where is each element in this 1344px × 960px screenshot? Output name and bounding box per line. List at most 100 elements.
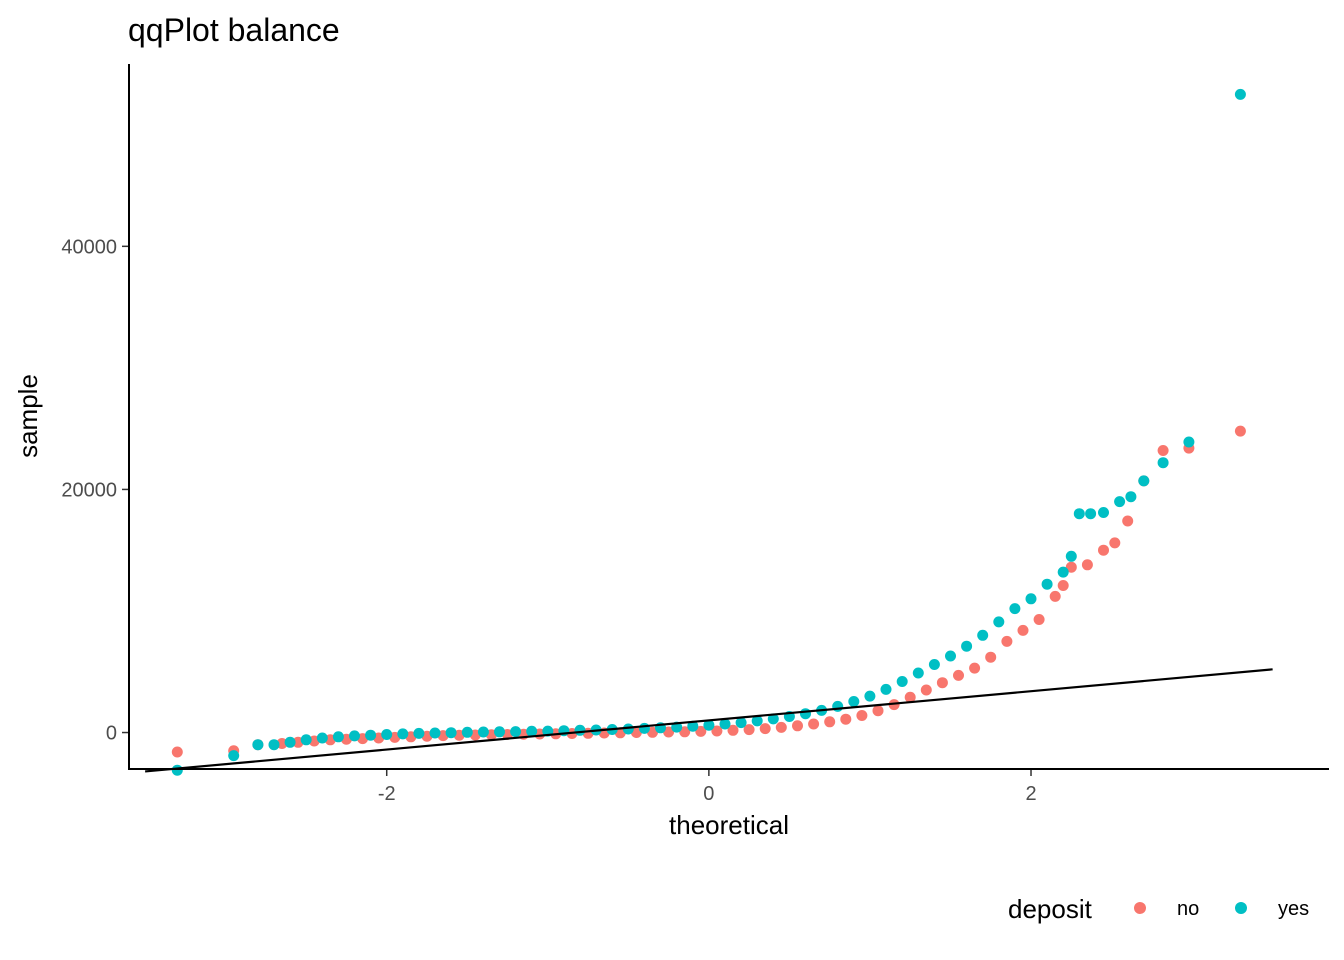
data-point-yes	[429, 727, 441, 739]
data-point-yes	[1234, 88, 1246, 100]
data-point-yes	[800, 708, 811, 720]
y-axis-title: sample	[13, 374, 43, 458]
data-point-yes	[1183, 436, 1195, 448]
data-point-yes	[687, 720, 699, 732]
data-point-no	[856, 710, 868, 721]
x-tick-label: 2	[1025, 783, 1036, 805]
data-point-yes	[622, 723, 634, 735]
data-point-no	[872, 705, 884, 717]
data-point-no	[663, 726, 675, 738]
data-point-yes	[961, 640, 973, 652]
y-axis-ticks: 0 20000 40000	[61, 236, 129, 745]
data-point-yes	[703, 719, 715, 731]
data-point-no	[1157, 445, 1169, 456]
data-point-yes	[574, 724, 586, 736]
data-point-yes	[1114, 496, 1126, 508]
data-point-yes	[268, 739, 280, 751]
data-point-no	[1017, 624, 1029, 636]
legend-label-no: no	[1177, 898, 1199, 920]
series-no-points	[171, 425, 1246, 758]
x-axis-title: theoretical	[669, 810, 789, 840]
data-point-no	[1057, 580, 1069, 591]
data-point-yes	[1057, 566, 1069, 578]
data-point-yes	[767, 713, 779, 725]
data-point-yes	[365, 729, 377, 741]
data-point-yes	[1041, 578, 1053, 590]
data-point-yes	[945, 650, 956, 662]
data-point-no	[969, 662, 981, 674]
data-point-yes	[735, 717, 747, 729]
data-point-yes	[1025, 593, 1037, 605]
data-point-yes	[1009, 603, 1021, 615]
data-point-yes	[252, 739, 264, 751]
legend: deposit no yes	[1008, 894, 1309, 924]
data-point-no	[171, 746, 183, 758]
data-point-no	[985, 651, 997, 663]
legend-swatch-no	[1134, 902, 1146, 914]
legend-title: deposit	[1008, 894, 1093, 924]
legend-label-yes: yes	[1278, 898, 1309, 920]
y-tick-label: 40000	[61, 236, 117, 258]
data-point-yes	[171, 764, 183, 776]
data-point-yes	[381, 729, 393, 740]
data-point-yes	[1085, 508, 1097, 520]
data-point-no	[1049, 590, 1061, 602]
data-point-yes	[977, 629, 989, 641]
data-point-yes	[413, 727, 425, 739]
data-point-no	[1065, 561, 1077, 573]
data-point-yes	[1125, 491, 1137, 503]
data-point-yes	[316, 732, 328, 744]
data-point-no	[1081, 559, 1093, 571]
data-point-yes	[228, 750, 240, 762]
data-point-yes	[864, 690, 876, 702]
data-point-no	[727, 724, 739, 736]
data-point-yes	[912, 667, 924, 679]
data-point-no	[695, 725, 707, 737]
data-point-yes	[494, 726, 505, 738]
data-point-no	[759, 723, 771, 735]
chart-title: qqPlot balance	[128, 12, 340, 48]
data-point-no	[1234, 425, 1246, 437]
data-point-no	[1109, 537, 1121, 549]
data-point-yes	[526, 725, 538, 737]
legend-swatch-yes	[1235, 902, 1247, 914]
data-point-yes	[993, 616, 1005, 628]
data-point-yes	[461, 726, 473, 738]
data-point-yes	[445, 727, 457, 739]
data-point-yes	[848, 696, 860, 707]
data-point-yes	[751, 715, 763, 727]
data-point-no	[679, 726, 691, 738]
data-point-yes	[880, 683, 892, 695]
data-point-no	[1098, 544, 1109, 556]
data-point-no	[953, 669, 964, 681]
data-point-no	[824, 716, 836, 728]
data-point-no	[936, 677, 948, 689]
data-point-no	[1001, 635, 1013, 647]
y-tick-label: 0	[106, 723, 117, 745]
data-point-yes	[349, 730, 360, 742]
data-point-no	[808, 718, 820, 730]
data-point-no	[904, 691, 916, 703]
data-point-no	[1122, 515, 1134, 527]
data-point-yes	[1098, 507, 1109, 518]
x-tick-label: 0	[703, 783, 714, 805]
data-point-yes	[1065, 550, 1077, 562]
data-point-yes	[1138, 475, 1150, 487]
data-point-yes	[928, 659, 940, 670]
data-point-yes	[332, 731, 344, 743]
data-point-no	[775, 721, 787, 733]
data-point-yes	[1157, 457, 1169, 469]
series-yes-points	[171, 88, 1246, 776]
data-point-yes	[1073, 508, 1085, 520]
data-point-yes	[719, 718, 731, 730]
y-tick-label: 20000	[61, 479, 117, 501]
data-point-yes	[284, 736, 296, 748]
data-point-yes	[638, 722, 650, 734]
data-point-yes	[397, 728, 409, 740]
data-point-yes	[896, 676, 908, 687]
data-point-no	[743, 724, 755, 736]
data-point-yes	[510, 726, 522, 738]
x-tick-label: -2	[378, 783, 396, 805]
data-point-yes	[832, 700, 844, 712]
